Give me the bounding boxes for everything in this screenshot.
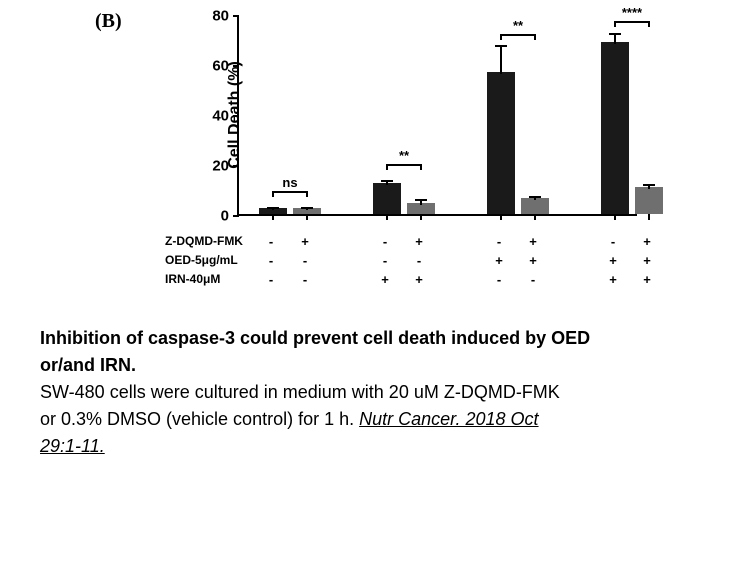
caption-citation-b: 29:1-11. — [40, 436, 105, 456]
treatment-label: IRN-40μM — [165, 272, 220, 286]
treatment-mark: + — [643, 272, 651, 287]
sig-label: **** — [622, 5, 642, 20]
treatment-mark: - — [383, 253, 387, 268]
sig-bracket — [387, 164, 421, 166]
treatment-mark: + — [529, 253, 537, 268]
sig-bracket-v — [614, 21, 616, 27]
bar — [373, 183, 401, 214]
treatment-mark: - — [531, 272, 535, 287]
sig-bracket-v — [648, 21, 650, 27]
caption-line4a: or 0.3% DMSO (vehicle control) for 1 h. — [40, 409, 359, 429]
bar — [635, 187, 663, 215]
error-bar — [614, 34, 616, 44]
error-cap — [529, 196, 541, 198]
y-tick — [233, 65, 239, 67]
sig-bracket — [615, 21, 649, 23]
caption-line2: or/and IRN. — [40, 352, 720, 379]
sig-bracket-v — [420, 164, 422, 170]
treatment-mark: + — [415, 234, 423, 249]
x-tick — [272, 214, 274, 220]
x-tick — [534, 214, 536, 220]
caption-line3: SW-480 cells were cultured in medium wit… — [40, 379, 720, 406]
treatment-label: OED-5μg/mL — [165, 253, 238, 267]
chart-area: Cell Death (%) 020406080ns******** Z-DQM… — [165, 8, 645, 268]
error-cap — [267, 207, 279, 209]
caption-line1: Inhibition of caspase-3 could prevent ce… — [40, 325, 720, 352]
y-tick — [233, 215, 239, 217]
error-bar — [500, 46, 502, 74]
bar — [521, 198, 549, 214]
treatment-mark: - — [269, 272, 273, 287]
treatment-label: Z-DQMD-FMK — [165, 234, 243, 248]
y-tick-label: 40 — [212, 108, 229, 125]
x-tick — [306, 214, 308, 220]
treatment-mark: - — [611, 234, 615, 249]
panel-label: (B) — [95, 10, 122, 33]
treatment-row: IRN-40μM--++--++ — [237, 272, 637, 290]
treatment-mark: + — [381, 272, 389, 287]
sig-bracket-v — [534, 34, 536, 40]
y-tick — [233, 115, 239, 117]
x-tick — [386, 214, 388, 220]
y-tick-label: 60 — [212, 58, 229, 75]
treatment-mark: + — [643, 234, 651, 249]
caption-line5: 29:1-11. — [40, 433, 720, 460]
y-tick-label: 0 — [221, 208, 229, 225]
treatment-mark: + — [301, 234, 309, 249]
y-tick — [233, 165, 239, 167]
error-cap — [415, 199, 427, 201]
bar — [601, 42, 629, 215]
y-tick — [233, 15, 239, 17]
treatment-mark: + — [609, 253, 617, 268]
error-cap — [643, 184, 655, 186]
treatment-mark: - — [269, 234, 273, 249]
treatment-mark: - — [269, 253, 273, 268]
x-tick — [648, 214, 650, 220]
sig-bracket — [273, 191, 307, 193]
sig-label: ** — [399, 148, 409, 163]
error-cap — [301, 207, 313, 209]
sig-label: ns — [282, 175, 297, 190]
y-tick-label: 80 — [212, 8, 229, 25]
caption: Inhibition of caspase-3 could prevent ce… — [40, 325, 720, 460]
x-tick — [500, 214, 502, 220]
error-cap — [495, 45, 507, 47]
caption-citation-a: Nutr Cancer. 2018 Oct — [359, 409, 538, 429]
sig-bracket — [501, 34, 535, 36]
treatment-mark: - — [303, 272, 307, 287]
treatment-mark: + — [495, 253, 503, 268]
x-tick — [420, 214, 422, 220]
treatment-mark: - — [497, 234, 501, 249]
treatment-mark: + — [529, 234, 537, 249]
error-cap — [609, 33, 621, 35]
treatment-row: OED-5μg/mL----++++ — [237, 253, 637, 271]
treatment-mark: - — [383, 234, 387, 249]
sig-bracket-v — [272, 191, 274, 197]
plot-region: 020406080ns******** — [237, 16, 637, 216]
y-tick-label: 20 — [212, 158, 229, 175]
treatment-mark: - — [303, 253, 307, 268]
treatment-mark: + — [415, 272, 423, 287]
sig-bracket-v — [500, 34, 502, 40]
treatment-row: Z-DQMD-FMK-+-+-+-+ — [237, 234, 637, 252]
treatment-mark: - — [497, 272, 501, 287]
bar — [487, 72, 515, 215]
x-tick — [614, 214, 616, 220]
treatment-mark: + — [609, 272, 617, 287]
caption-line4: or 0.3% DMSO (vehicle control) for 1 h. … — [40, 406, 720, 433]
sig-bracket-v — [386, 164, 388, 170]
sig-bracket-v — [306, 191, 308, 197]
sig-label: ** — [513, 18, 523, 33]
treatment-mark: - — [417, 253, 421, 268]
error-cap — [381, 180, 393, 182]
treatment-mark: + — [643, 253, 651, 268]
